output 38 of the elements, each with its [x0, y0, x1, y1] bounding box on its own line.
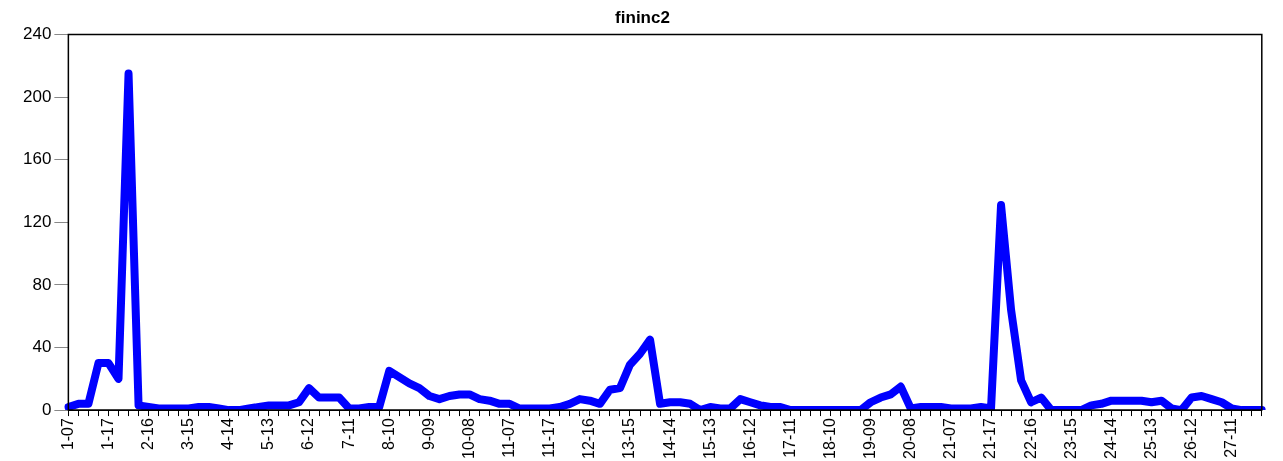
x-tick-label: 7-11 [339, 417, 357, 449]
x-tick-label: 19-09 [861, 417, 879, 459]
x-tick-label: 18-10 [820, 417, 838, 459]
x-tick-label: 20-08 [901, 417, 919, 459]
x-tick-label: 4-14 [219, 417, 237, 451]
y-tick-label: 160 [22, 149, 52, 169]
x-tick-label: 5-13 [259, 417, 277, 451]
y-tick-label: 80 [32, 274, 52, 294]
x-tick-label: 1-07 [58, 417, 76, 451]
x-tick-label: 11-17 [540, 417, 558, 458]
y-tick-label: 0 [41, 399, 52, 419]
x-tick-label: 21-07 [941, 417, 959, 459]
y-tick-label: 240 [22, 24, 52, 44]
x-tick-label: 13-15 [620, 417, 638, 459]
x-tick-label: 15-13 [700, 417, 718, 459]
x-tick-label: 21-17 [981, 417, 999, 459]
x-tick-label: 17-11 [780, 417, 798, 458]
x-tick-label: 10-08 [459, 417, 477, 459]
x-tick-label: 6-12 [299, 417, 317, 451]
x-tick-label: 25-13 [1141, 417, 1159, 459]
x-tick-label: 3-15 [179, 417, 197, 451]
y-tick-label: 40 [32, 337, 52, 357]
x-tick-label: 12-16 [580, 417, 598, 459]
y-tick-label: 200 [22, 86, 52, 106]
x-tick-label: 26-12 [1182, 417, 1199, 459]
x-tick-label: 8-10 [379, 417, 397, 451]
x-tick-label: 1-17 [98, 417, 116, 451]
chart-title: fininc2 [615, 7, 670, 27]
x-tick-label: 22-16 [1021, 417, 1039, 459]
x-tick-label: 27-11 [1222, 417, 1240, 458]
x-tick-label: 24-14 [1101, 417, 1119, 459]
x-tick-label: 9-09 [419, 417, 437, 451]
x-tick-label: 16-12 [740, 417, 758, 459]
x-tick-label: 2-16 [139, 417, 156, 451]
x-tick-label: 11-07 [500, 417, 518, 458]
x-tick-label: 14-14 [660, 417, 678, 459]
y-tick-label: 120 [22, 211, 52, 231]
x-tick-label: 23-15 [1061, 417, 1079, 459]
